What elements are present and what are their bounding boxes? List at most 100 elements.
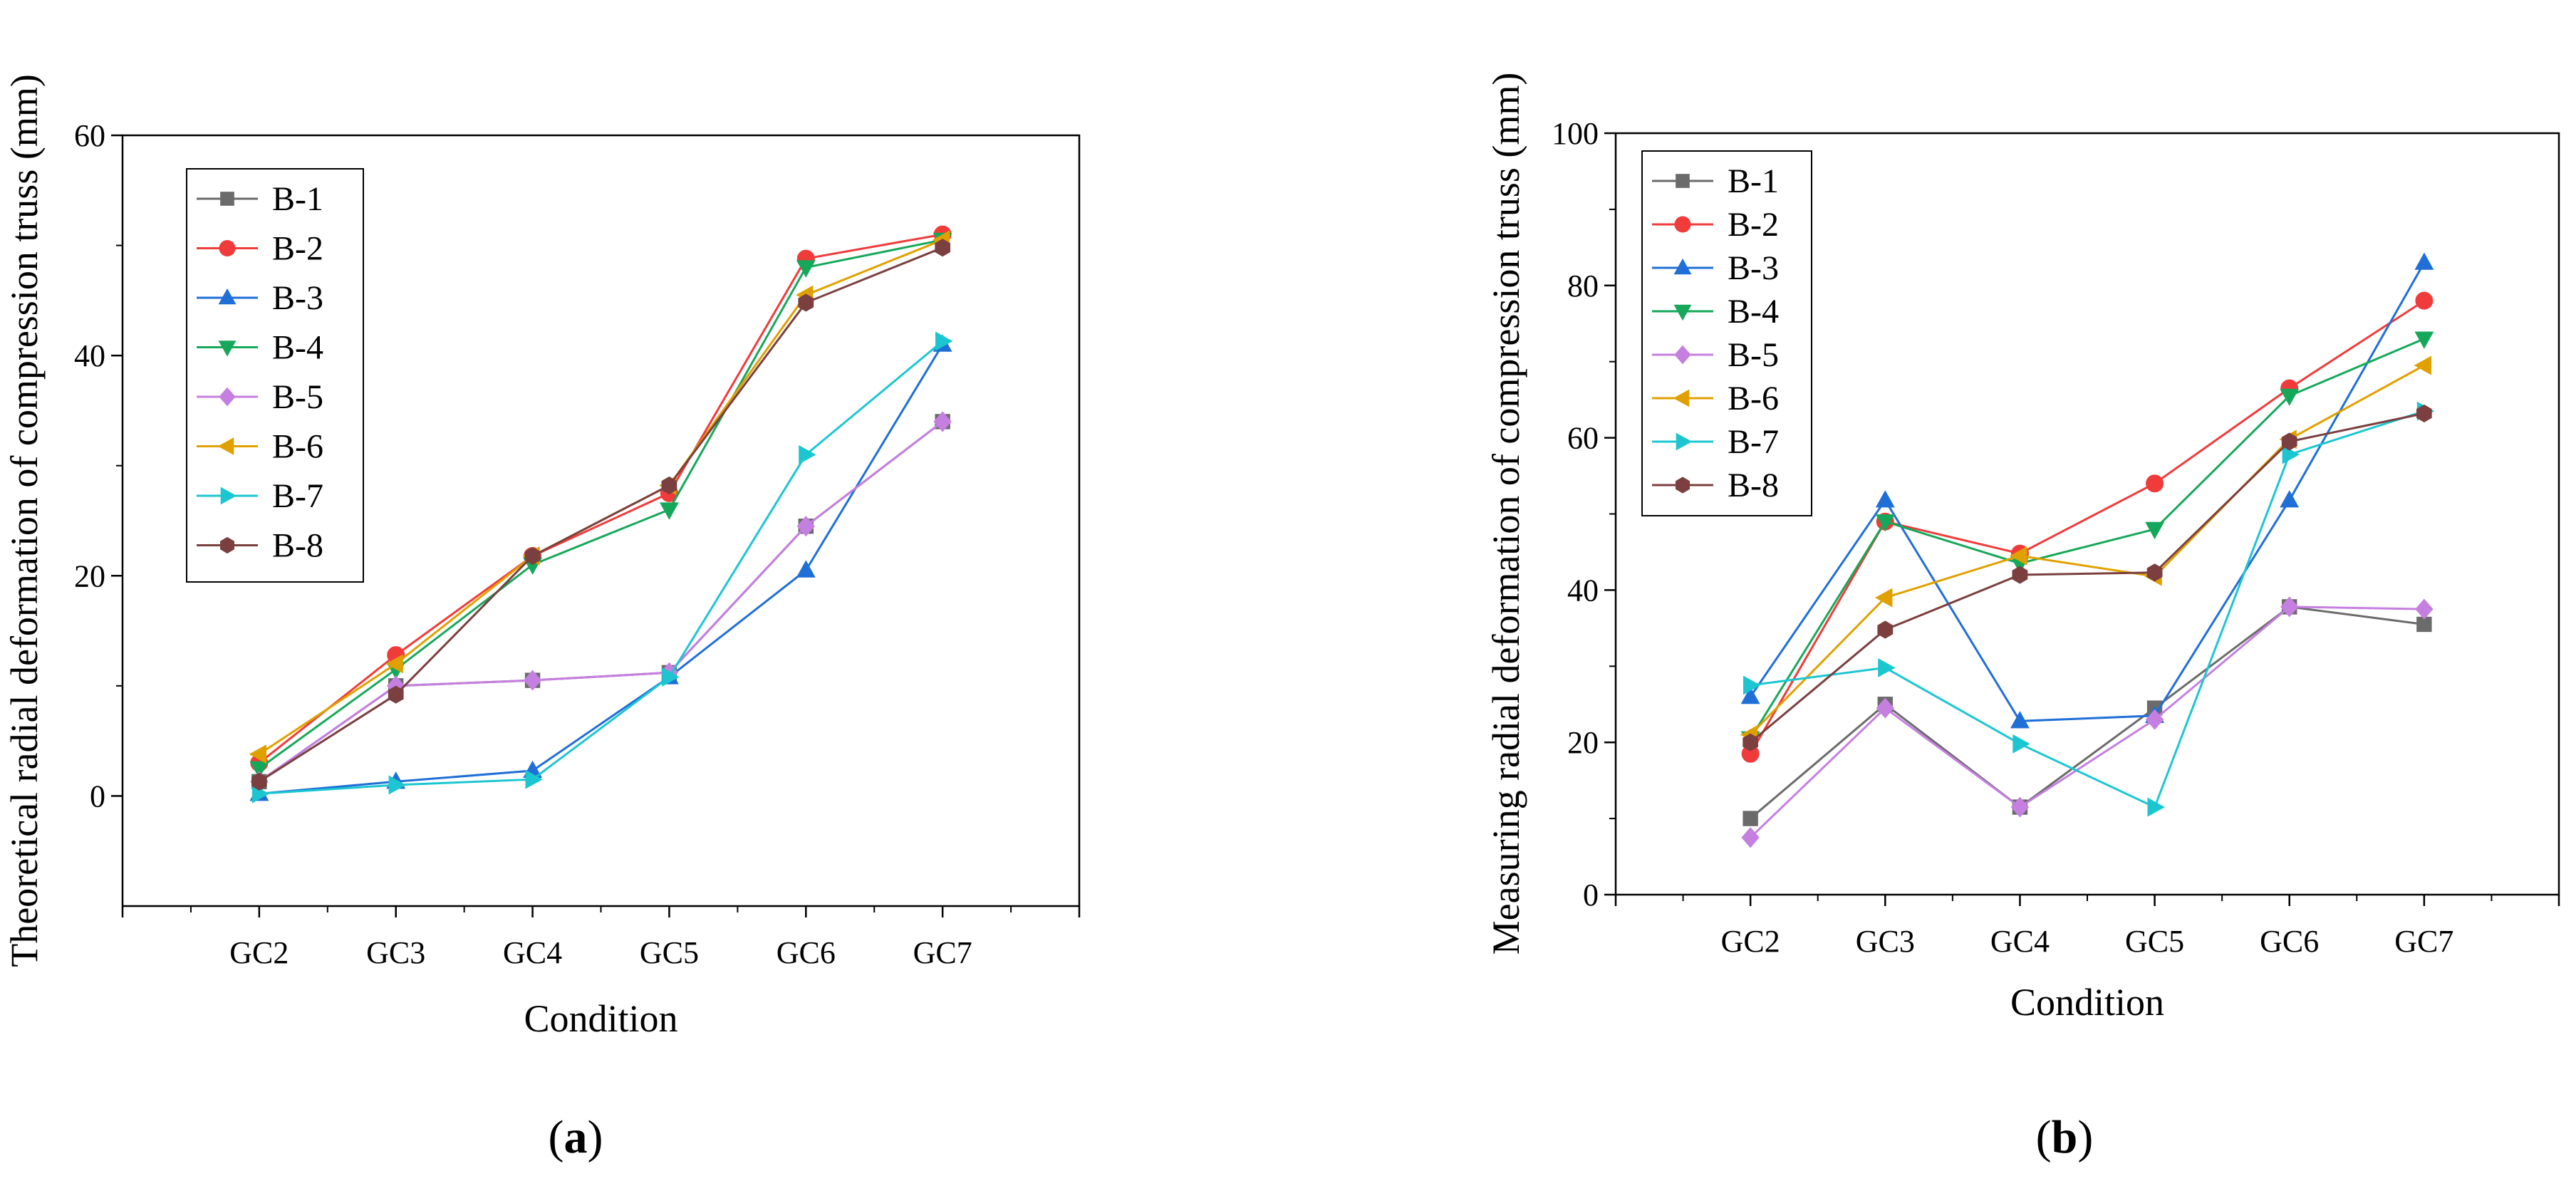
y-tick-label: 40 xyxy=(74,338,105,373)
chart-panel-a: 0 20 40 60 GC2 GC3 GC4 GC5 GC6 GC7 Condition Theore… xyxy=(3,74,1081,1163)
x-tick-label: GC4 xyxy=(1990,924,2050,959)
data-point xyxy=(798,293,814,312)
series-line xyxy=(1750,410,2425,809)
data-point xyxy=(2010,796,2030,818)
series-line xyxy=(259,343,944,795)
data-point xyxy=(1740,686,1760,704)
series-line xyxy=(1750,364,2425,736)
legend-item: B-5 xyxy=(1652,336,1779,374)
x-tick-label: GC7 xyxy=(913,935,972,970)
data-point xyxy=(935,331,953,351)
data-point xyxy=(933,411,952,432)
data-point xyxy=(1878,657,1896,677)
legend-marker xyxy=(1676,432,1693,451)
data-point xyxy=(524,546,541,566)
data-point xyxy=(388,685,404,704)
legend-item: B-1 xyxy=(1652,162,1779,200)
legend-label: B-4 xyxy=(272,329,323,367)
legend-label: B-6 xyxy=(272,428,323,466)
data-point xyxy=(796,260,816,278)
x-tick-label: GC6 xyxy=(2260,924,2319,959)
legend-item: B-2 xyxy=(1652,206,1779,244)
series-line xyxy=(259,340,944,795)
series-line xyxy=(259,420,944,783)
legend-marker xyxy=(217,437,234,455)
legend-label: B-3 xyxy=(1728,249,1779,287)
legend-item: B-1 xyxy=(197,180,323,218)
data-point xyxy=(2281,432,2297,451)
panel-letter: a xyxy=(564,1111,588,1163)
legend-item: B-3 xyxy=(197,279,323,317)
data-point xyxy=(1743,733,1758,751)
legend-item: B-8 xyxy=(1652,467,1779,504)
x-tick-label: GC7 xyxy=(2394,924,2453,959)
legend-item: B-7 xyxy=(1652,423,1779,461)
legend-item: B-4 xyxy=(1652,293,1779,331)
series-line xyxy=(1750,412,2425,744)
x-tick-label: GC5 xyxy=(2125,924,2184,959)
data-point xyxy=(2145,521,2165,540)
x-tick-label: GC5 xyxy=(640,935,699,970)
series-line xyxy=(1749,299,2425,754)
x-tick-label: GC2 xyxy=(229,935,289,970)
data-point xyxy=(796,560,816,578)
series-b-8 xyxy=(251,239,950,791)
series-b-7 xyxy=(1743,401,2435,817)
data-point xyxy=(249,761,269,779)
data-point xyxy=(2414,355,2431,375)
y-axis-title: Measuring radial deformation of compress… xyxy=(1485,73,1527,955)
y-tick-label: 60 xyxy=(74,118,105,153)
series-b-4 xyxy=(1740,331,2434,749)
x-axis-title: Condition xyxy=(524,997,677,1040)
legend-label: B-8 xyxy=(272,527,323,565)
data-point xyxy=(2010,711,2030,729)
panel-paren-close: ) xyxy=(588,1111,603,1163)
legend-box xyxy=(186,168,364,583)
data-point xyxy=(2012,734,2030,754)
legend-item: B-6 xyxy=(1652,380,1779,417)
data-point xyxy=(2145,709,2164,730)
data-point xyxy=(1875,490,1895,508)
data-point xyxy=(662,667,680,687)
legend: B-1 B-2 B-3 B-4 B-5 B-6 B-7 B-8 xyxy=(1641,150,1812,516)
y-tick-label: 20 xyxy=(1567,725,1599,760)
x-tick-label: GC4 xyxy=(503,935,562,970)
legend-marker xyxy=(1673,389,1690,407)
x-tick-label: GC2 xyxy=(1721,924,1780,959)
y-axis-title: Theoretical radial deformation of compre… xyxy=(3,74,46,967)
y-tick-label: 20 xyxy=(74,558,105,593)
legend-marker xyxy=(1673,258,1692,275)
series-b-6 xyxy=(1740,355,2431,744)
legend-item: B-6 xyxy=(197,428,323,466)
legend-item: B-8 xyxy=(197,527,323,565)
series-line xyxy=(258,233,943,764)
legend-item: B-7 xyxy=(197,477,323,515)
series-line xyxy=(1750,605,2424,838)
data-point xyxy=(2146,563,2163,582)
y-tick-label: 0 xyxy=(1583,878,1599,912)
legend-label: B-7 xyxy=(272,477,323,515)
legend-item: B-3 xyxy=(1652,249,1779,287)
x-tick-label: GC6 xyxy=(777,935,836,970)
data-point xyxy=(2147,797,2165,817)
data-point xyxy=(1875,514,1895,532)
data-point xyxy=(2415,291,2434,310)
series-b-3 xyxy=(1740,252,2434,729)
legend-marker xyxy=(218,340,237,357)
legend-label: B-7 xyxy=(1728,423,1779,461)
data-point xyxy=(2415,598,2434,620)
data-point xyxy=(2280,490,2300,508)
legend-item: B-2 xyxy=(197,230,323,268)
data-point xyxy=(2416,404,2432,422)
data-point xyxy=(2414,331,2434,349)
series-line xyxy=(1750,605,2425,820)
data-point xyxy=(661,476,677,495)
legend-marker xyxy=(1676,477,1690,494)
legend-marker xyxy=(1674,345,1691,365)
legend-item: B-5 xyxy=(197,378,323,416)
data-point xyxy=(799,444,816,464)
data-point xyxy=(2280,388,2300,407)
legend-marker xyxy=(220,192,234,206)
data-point xyxy=(1875,588,1893,608)
legend-label: B-2 xyxy=(272,230,323,268)
